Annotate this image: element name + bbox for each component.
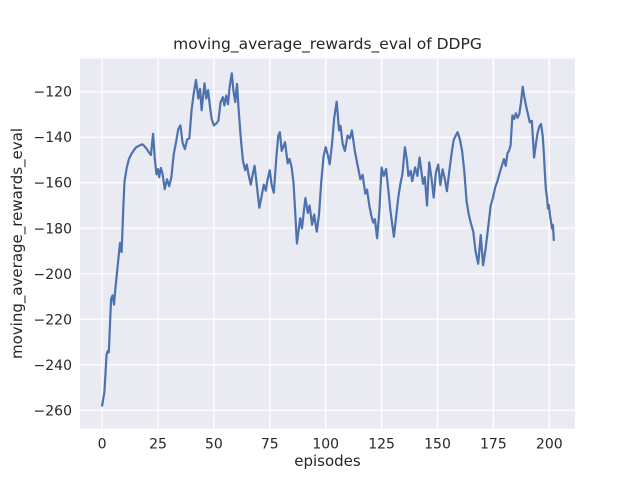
y-tick-label: −220 — [34, 312, 72, 328]
x-tick-label: 200 — [536, 437, 563, 453]
x-tick-label: 50 — [205, 437, 223, 453]
y-tick-label: −160 — [34, 176, 72, 192]
x-tick-label: 150 — [424, 437, 451, 453]
y-tick-label: −200 — [34, 267, 72, 283]
y-tick-label: −140 — [34, 130, 72, 146]
x-axis-label: episodes — [294, 452, 361, 470]
x-tick-label: 25 — [149, 437, 167, 453]
series-line-moving_average_rewards_eval — [100, 72, 555, 407]
plot-area — [80, 58, 575, 429]
x-tick-label: 175 — [480, 437, 507, 453]
data-series — [100, 72, 555, 407]
y-axis-label: moving_average_rewards_eval — [8, 128, 27, 359]
x-tick-label: 125 — [368, 437, 395, 453]
chart-title: moving_average_rewards_eval of DDPG — [173, 35, 482, 54]
y-tick-label: −180 — [34, 221, 72, 237]
x-tick-label: 100 — [312, 437, 339, 453]
tick-labels: 0 25 50 75 100 125 150 175 200 −260 −240 −220 −200 −1… — [34, 85, 563, 453]
x-tick-label: 0 — [98, 437, 107, 453]
y-tick-label: −120 — [34, 85, 72, 101]
x-tick-label: 75 — [261, 437, 279, 453]
gridlines — [80, 58, 575, 429]
y-tick-label: −240 — [34, 358, 72, 374]
y-tick-label: −260 — [34, 403, 72, 419]
